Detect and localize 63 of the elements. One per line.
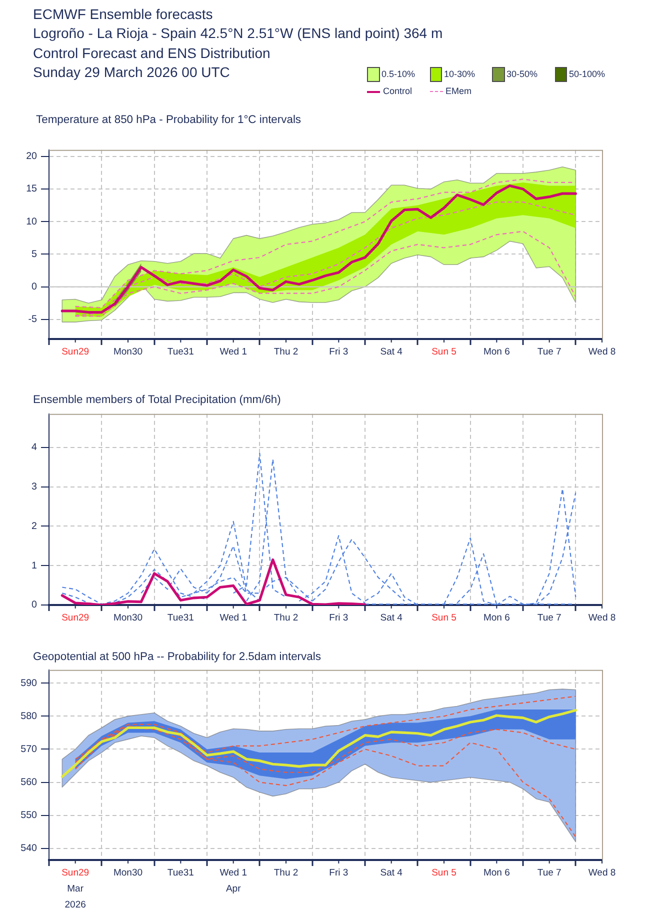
chart-title: Geopotential at 500 hPa -- Probability for 2.5dam intervals (33, 650, 321, 664)
x-tick-label: Tue31 (167, 867, 194, 878)
y-tick-label: 540 (20, 843, 38, 854)
x-tick-label: Wed 8 (588, 612, 616, 624)
x-tick-label: Mon 6 (483, 612, 510, 624)
legend-label: 10-30% (444, 68, 476, 80)
y-tick-label: 3 (32, 481, 38, 492)
x-tick-label: Sun 5 (432, 346, 456, 358)
x-tick-label: Mon 6 (483, 346, 510, 358)
y-tick-label: 20 (26, 151, 38, 162)
x-tick-label: Sun29 (62, 612, 90, 624)
x-tick-label: Tue 7 (537, 612, 562, 624)
x-tick-label: Mon30 (113, 346, 143, 358)
y-tick-label: 570 (20, 744, 38, 755)
x-tick-label: Sun29 (62, 346, 90, 358)
y-tick-label: -5 (28, 314, 38, 326)
y-tick-label: 590 (20, 678, 38, 689)
x-tick-label: Tue31 (167, 612, 194, 624)
text: Logroño - La Rioja - Spain 42.5°N 2.51°W (ENS land point) 364 m (33, 25, 443, 41)
legend-label: 30-50% (506, 68, 538, 80)
x-tick-label: Fri 3 (329, 867, 348, 878)
x-tick-label: Sun29 Mar 2026 (62, 867, 90, 910)
legend-label: Control (383, 86, 412, 98)
x-tick-label: Thu 2 (274, 612, 298, 624)
x-tick-label: Sun 5 (432, 612, 456, 624)
y-tick-label: 5 (32, 248, 38, 260)
x-tick-label: Mon30 (113, 867, 143, 878)
y-tick-label: 1 (32, 560, 37, 572)
x-tick-label: Tue 7 (537, 346, 562, 358)
y-tick-label: 4 (32, 442, 38, 454)
x-tick-label: Wed 8 (588, 346, 616, 358)
x-tick-label: Sat 4 (380, 612, 402, 624)
x-tick-label: Tue 7 (537, 867, 562, 878)
x-tick-label: Tue31 (167, 346, 194, 358)
x-tick-label: Wed 8 (588, 867, 616, 878)
text: Control Forecast and ENS Distribution (33, 45, 270, 61)
x-tick-label: Fri 3 (329, 612, 348, 624)
y-tick-label: 0 (32, 282, 38, 293)
chart-title: Ensemble members of Total Precipitation (mm/6h) (33, 393, 281, 407)
legend-label: 50-100% (569, 68, 606, 80)
x-tick-label: Wed 1 (220, 612, 247, 624)
x-tick-label: Fri 3 (329, 346, 348, 358)
y-tick-label: 15 (26, 184, 38, 195)
legend-label: 0.5-10% (382, 68, 416, 80)
y-tick-label: 2 (32, 520, 37, 532)
x-tick-label: Mon30 (113, 612, 143, 624)
x-tick-label: Thu 2 (274, 867, 298, 878)
y-tick-label: 580 (20, 710, 38, 722)
y-tick-label: 0 (32, 600, 38, 611)
x-tick-label: Sun 5 (432, 867, 456, 878)
x-tick-label: Thu 2 (274, 346, 298, 358)
y-tick-label: 10 (26, 216, 38, 228)
x-tick-label: Sat 4 (380, 867, 402, 878)
x-tick-label: Mon 6 (483, 867, 510, 878)
y-tick-label: 550 (20, 810, 38, 822)
x-tick-label: Sat 4 (380, 346, 402, 358)
legend-label: EMem (446, 86, 472, 98)
chart-title: Temperature at 850 hPa - Probability for 1°C intervals (36, 113, 302, 127)
y-tick-label: 560 (20, 777, 38, 788)
text: Sunday 29 March 2026 00 UTC (33, 64, 230, 80)
text: ECMWF Ensemble forecasts (33, 6, 213, 22)
x-tick-label: Wed 1 (220, 346, 247, 358)
x-tick-label: Wed 1 Apr (220, 867, 247, 894)
